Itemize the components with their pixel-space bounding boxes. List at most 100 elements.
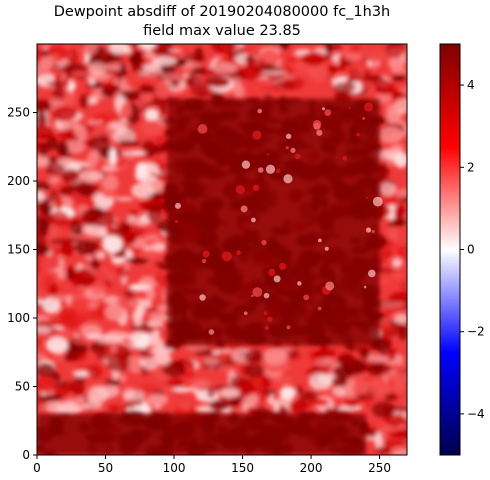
heatmap-blob: [37, 99, 52, 113]
heatmap-blob: [361, 75, 385, 82]
heatmap-blob: [391, 448, 407, 455]
heatmap-blob: [123, 390, 145, 401]
heatmap-blob: [209, 400, 231, 411]
heatmap-blob: [374, 446, 393, 453]
y-axis: 0 50 100 150 200 250: [7, 106, 37, 462]
heatmap-blob: [142, 357, 160, 370]
heatmap-blob: [116, 229, 127, 234]
heatmap-blob: [115, 76, 125, 85]
heatmap-speckle: [252, 184, 260, 192]
heatmap-blob: [85, 95, 99, 106]
heatmap-blob: [211, 44, 237, 54]
heatmap-speckle: [240, 205, 248, 213]
heatmap-blob: [72, 337, 94, 345]
heatmap-blob: [101, 174, 119, 192]
heatmap-speckle: [268, 268, 276, 277]
heatmap-speckle: [199, 294, 206, 301]
heatmap-blob: [158, 98, 167, 116]
heatmap-blob: [37, 325, 52, 335]
heatmap-blob: [376, 425, 400, 433]
heatmap-blob: [51, 105, 78, 122]
heatmap-blob: [120, 332, 144, 339]
heatmap-blob: [279, 44, 290, 50]
heatmap-blob: [80, 323, 103, 339]
heatmap-blob: [391, 257, 403, 268]
heatmap-blob: [135, 217, 152, 226]
heatmap-speckle: [286, 325, 291, 330]
heatmap-blob: [81, 402, 104, 410]
heatmap-blob: [345, 378, 357, 395]
heatmap-blob: [138, 276, 157, 290]
heatmap-speckle: [317, 306, 322, 311]
x-tick-label: 200: [300, 461, 323, 475]
heatmap-speckle: [297, 281, 302, 286]
heatmap-blob: [324, 44, 333, 54]
heatmap-speckle: [174, 202, 181, 209]
heatmap-blob: [242, 397, 252, 402]
heatmap-blob: [142, 62, 162, 72]
heatmap-blob: [87, 386, 109, 404]
heatmap-speckle: [285, 133, 292, 140]
heatmap-speckle: [324, 246, 329, 251]
heatmap-blob: [126, 399, 136, 410]
heatmap-blob: [245, 54, 256, 64]
y-tick-label: 0: [22, 448, 30, 462]
heatmap-blob: [367, 379, 392, 397]
heatmap-blob: [114, 197, 134, 201]
heatmap-speckle: [321, 107, 325, 111]
heatmap-blob: [135, 101, 146, 108]
heatmap-blob: [398, 363, 406, 370]
heatmap-blob: [378, 126, 404, 144]
colorbar-tick-label: −4: [467, 407, 485, 421]
heatmap-blob: [46, 135, 58, 151]
heatmap-blob: [384, 414, 407, 427]
heatmap-blob: [49, 294, 70, 302]
heatmap-blob: [216, 364, 233, 373]
heatmap-blob: [337, 353, 356, 367]
heatmap-blob: [365, 354, 389, 363]
heatmap-blob: [153, 329, 160, 340]
heatmap-blob: [78, 170, 104, 183]
heatmap-speckle: [368, 269, 376, 278]
heatmap-blob: [205, 76, 230, 88]
heatmap-blob: [296, 64, 316, 74]
heatmap-blob: [127, 339, 135, 350]
heatmap-speckle: [243, 311, 248, 315]
heatmap-blob: [387, 225, 399, 244]
heatmap-blob: [292, 402, 306, 409]
heatmap-blob: [61, 169, 81, 183]
heatmap-speckle: [267, 316, 273, 322]
heatmap-blob: [128, 210, 139, 217]
heatmap-blob: [375, 325, 396, 332]
heatmap-speckle: [236, 250, 242, 256]
heatmap-blob: [63, 91, 74, 110]
heatmap-blob: [261, 86, 284, 92]
heatmap-blob: [394, 204, 406, 221]
heatmap-speckle: [371, 229, 375, 234]
heatmap-blob: [260, 70, 287, 76]
heatmap-blob: [364, 391, 372, 408]
heatmap-speckle: [221, 251, 232, 262]
heatmap-blob: [37, 123, 53, 140]
heatmap-blob: [182, 53, 206, 63]
heatmap-blob: [131, 44, 138, 49]
heatmap-blob: [306, 389, 318, 402]
heatmap-blob: [88, 136, 111, 152]
heatmap-blob: [71, 293, 87, 300]
heatmap-region-0: [167, 98, 380, 346]
heatmap-blob: [398, 323, 407, 341]
heatmap-blob: [244, 349, 264, 364]
heatmap-speckle: [324, 109, 332, 117]
heatmap-blob: [190, 84, 215, 98]
heatmap-blob: [145, 287, 156, 301]
heatmap-speckle: [365, 196, 368, 199]
heatmap-blob: [360, 79, 375, 93]
heatmap-blob: [332, 376, 348, 387]
heatmap-blob: [59, 185, 73, 197]
heatmap-blob: [37, 298, 46, 305]
heatmap-blob: [311, 66, 318, 77]
y-tick-label: 100: [7, 311, 30, 325]
heatmap-blob: [117, 140, 141, 146]
x-tick-label: 150: [231, 461, 254, 475]
heatmap-blob: [147, 208, 162, 224]
